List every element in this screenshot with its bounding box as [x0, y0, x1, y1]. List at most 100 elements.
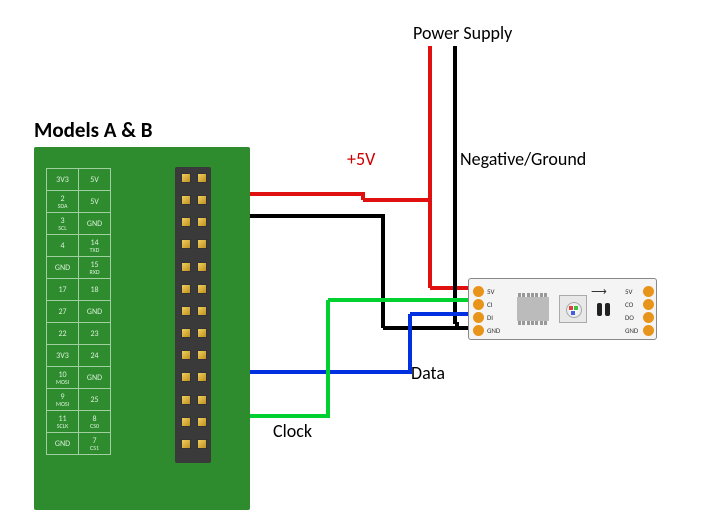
header-pin-pad — [181, 372, 191, 382]
chip-leg-icon — [544, 321, 547, 325]
chip-leg-icon — [518, 293, 521, 297]
header-pin-pad — [181, 395, 191, 405]
led-pin-label: GND — [487, 326, 500, 335]
gpio-pin-label: 14TXD — [79, 235, 111, 257]
header-pin-pad — [197, 284, 207, 294]
led-input-pad — [473, 286, 484, 297]
led-pin-label: CO — [625, 300, 633, 309]
chip-leg-icon — [522, 293, 525, 297]
wire-segment — [410, 312, 470, 316]
chip-leg-icon — [531, 321, 534, 325]
header-pin-pad — [197, 395, 207, 405]
led-pin-label: DO — [625, 313, 634, 322]
led-pin-label: GND — [625, 326, 638, 335]
header-pin-pad — [181, 328, 191, 338]
gpio-pin-label: 2SDA — [47, 191, 79, 213]
chip-leg-icon — [535, 293, 538, 297]
led-pin-label: 5V — [487, 287, 495, 296]
header-pin-pad — [197, 173, 207, 183]
led-pin-label: DI — [487, 313, 493, 322]
led-output-pad — [643, 312, 654, 323]
header-pin-pad — [181, 239, 191, 249]
gpio-pin-label: 3V3 — [47, 169, 79, 191]
led-pixel-module: 5VCIDIGND 5VCODOGND ⟶ — [468, 278, 657, 340]
wire-segment — [455, 322, 459, 326]
gpio-pin-label: 9MOSI — [47, 389, 79, 411]
header-pin-pad — [181, 350, 191, 360]
header-pin-pad — [197, 372, 207, 382]
wire-segment — [328, 298, 470, 302]
chip-leg-icon — [535, 321, 538, 325]
header-pin-pad — [197, 195, 207, 205]
gpio-pin-label: 18 — [79, 279, 111, 301]
chip-leg-icon — [522, 321, 525, 325]
wire-segment — [408, 314, 412, 374]
chip-leg-icon — [531, 293, 534, 297]
diagram-title: Models A & B — [34, 117, 153, 143]
wire-segment — [428, 46, 432, 288]
led-output-pad — [643, 299, 654, 310]
gpio-pin-label: GND — [47, 433, 79, 455]
wire-segment — [326, 300, 330, 418]
gpio-pin-label: 5V — [79, 191, 111, 213]
gpio-pin-label: GND — [47, 257, 79, 279]
header-pin-pad — [181, 306, 191, 316]
capacitor-icon — [597, 303, 602, 316]
header-pin-pad — [197, 328, 207, 338]
gpio-pin-label: 8CS0 — [79, 411, 111, 433]
gpio-pin-label: 27 — [47, 301, 79, 323]
header-pin-pad — [197, 262, 207, 272]
data-label: Data — [411, 362, 445, 384]
header-pin-pad — [181, 217, 191, 227]
led-pin-label: CI — [487, 300, 493, 309]
led-input-pad — [473, 325, 484, 336]
header-pin-pad — [181, 173, 191, 183]
gpio-pin-label: 15RXD — [79, 257, 111, 279]
wire-segment — [381, 216, 385, 328]
gpio-pin-label: 17 — [47, 279, 79, 301]
direction-arrow-icon: ⟶ — [591, 285, 607, 298]
capacitor-icon — [605, 303, 610, 316]
header-pin-pad — [197, 417, 207, 427]
gpio-pin-label: 25 — [79, 389, 111, 411]
chip-leg-icon — [544, 293, 547, 297]
gpio-board: 3V35V2SDA5V3SCLGND414TXDGND15RXD171827GN… — [34, 147, 250, 510]
header-pin-pad — [181, 417, 191, 427]
gpio-pin-label: 10MOSI — [47, 367, 79, 389]
gpio-pin-label: 24 — [79, 345, 111, 367]
power-supply-label: Power Supply — [413, 22, 512, 44]
header-pin-pad — [197, 306, 207, 316]
header-pin-pad — [197, 217, 207, 227]
gpio-pin-label: GND — [79, 367, 111, 389]
gpio-pin-label: 3SCL — [47, 213, 79, 235]
five-v-label: +5V — [347, 148, 375, 170]
chip-leg-icon — [540, 293, 543, 297]
chip-leg-icon — [518, 321, 521, 325]
wire-segment — [363, 198, 432, 202]
gpio-pin-label: 3V3 — [47, 345, 79, 367]
clock-label: Clock — [273, 420, 312, 442]
gpio-pin-label: GND — [79, 301, 111, 323]
led-output-pad — [643, 286, 654, 297]
chip-leg-icon — [527, 321, 530, 325]
wire-segment — [453, 46, 457, 324]
gpio-pin-table: 3V35V2SDA5V3SCLGND414TXDGND15RXD171827GN… — [46, 168, 111, 455]
gpio-pin-label: 5V — [79, 169, 111, 191]
gpio-pin-label: 22 — [47, 323, 79, 345]
header-pin-pad — [181, 195, 191, 205]
gpio-pin-label: 7CS1 — [79, 433, 111, 455]
chip-leg-icon — [527, 293, 530, 297]
gpio-header-strip — [175, 167, 211, 463]
led-input-pad — [473, 312, 484, 323]
gpio-pin-label: 23 — [79, 323, 111, 345]
gpio-pin-label: 4 — [47, 235, 79, 257]
header-pin-pad — [197, 239, 207, 249]
negative-ground-label: Negative/Ground — [460, 148, 586, 170]
led-output-pad — [643, 325, 654, 336]
header-pin-pad — [181, 439, 191, 449]
gpio-pin-label: GND — [79, 213, 111, 235]
header-pin-pad — [181, 262, 191, 272]
gpio-pin-label: 11SCLK — [47, 411, 79, 433]
header-pin-pad — [197, 439, 207, 449]
wire-segment — [430, 286, 470, 290]
